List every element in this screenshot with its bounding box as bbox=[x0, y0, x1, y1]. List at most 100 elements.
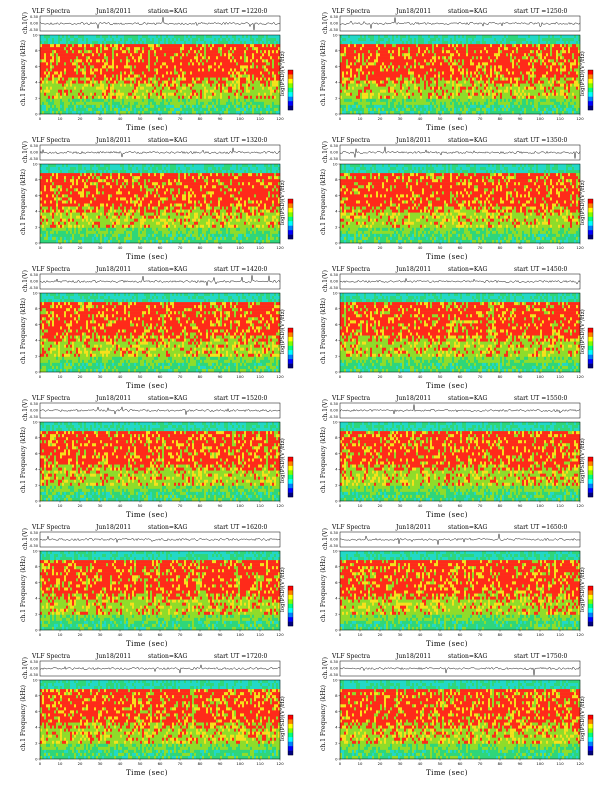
panel-station: station=KAG bbox=[448, 8, 487, 15]
y-tick-label: 0 bbox=[35, 756, 38, 761]
panel-station: station=KAG bbox=[448, 524, 487, 531]
colorbar-segment bbox=[288, 225, 293, 231]
waveform-tick-label: 0.30 bbox=[330, 15, 339, 19]
panel-station: station=KAG bbox=[148, 266, 187, 273]
spectrogram-y-label: ch.1 Frequency (kHz) bbox=[20, 427, 27, 493]
waveform-trace bbox=[39, 406, 281, 415]
colorbar-segment bbox=[288, 230, 293, 235]
waveform-tick-label: -0.30 bbox=[29, 415, 39, 419]
x-tick-label: 40 bbox=[118, 761, 123, 766]
colorbar-frame bbox=[587, 585, 594, 627]
colorbar-segment bbox=[588, 750, 593, 756]
x-tick-label: 0 bbox=[339, 116, 342, 121]
x-tick-label: 90 bbox=[218, 503, 223, 508]
x-tick-label: 90 bbox=[218, 374, 223, 379]
spectrogram-cells bbox=[340, 293, 581, 373]
x-tick-label: 50 bbox=[138, 116, 143, 121]
x-tick-label: 90 bbox=[518, 116, 523, 121]
y-tick-label: 0 bbox=[35, 111, 38, 116]
waveform-tick-label: -0.30 bbox=[29, 673, 39, 677]
x-axis-label: Time (sec) bbox=[126, 640, 168, 648]
y-tick-label: 0 bbox=[335, 240, 338, 245]
waveform-tick-label: 0.00 bbox=[330, 22, 339, 26]
colorbar-frame bbox=[587, 714, 594, 756]
waveform-y-label: ch.1(V) bbox=[22, 399, 29, 421]
panel-date: Jun18/2011 bbox=[396, 137, 431, 144]
x-tick-label: 110 bbox=[256, 632, 264, 637]
panel-date: Jun18/2011 bbox=[396, 266, 431, 273]
colorbar-segment bbox=[288, 92, 293, 97]
spectrogram-cells bbox=[40, 164, 281, 244]
colorbar-segment bbox=[588, 92, 593, 97]
x-tick-label: 10 bbox=[358, 761, 363, 766]
colorbar-label: log(PSD)(V²/Hz) bbox=[280, 180, 286, 225]
y-tick-label: 6 bbox=[35, 64, 38, 69]
panel-title: VLF Spectra bbox=[32, 137, 70, 144]
colorbar-segment bbox=[288, 621, 293, 627]
panel-station: station=KAG bbox=[148, 395, 187, 402]
x-tick-label: 90 bbox=[218, 245, 223, 250]
colorbar-segment bbox=[588, 203, 593, 209]
x-tick-label: 20 bbox=[78, 761, 83, 766]
y-tick-label: 0 bbox=[35, 627, 38, 632]
spectrogram-cells bbox=[40, 35, 281, 115]
waveform-y-label: ch.1(V) bbox=[22, 12, 29, 34]
x-tick-label: 60 bbox=[158, 245, 163, 250]
x-tick-label: 30 bbox=[398, 116, 403, 121]
x-tick-label: 10 bbox=[58, 632, 63, 637]
x-tick-label: 80 bbox=[498, 374, 503, 379]
waveform-tick-label: 0.00 bbox=[30, 667, 39, 671]
spectra-panel: VLF Spectra Jun18/2011 station=KAG start UT… bbox=[8, 524, 298, 649]
x-tick-label: 120 bbox=[276, 245, 284, 250]
spectrogram-cells bbox=[40, 422, 281, 502]
x-tick-label: 80 bbox=[198, 761, 203, 766]
colorbar-segment bbox=[288, 350, 293, 355]
x-tick-label: 50 bbox=[438, 761, 443, 766]
spectrogram-y-label: ch.1 Frequency (kHz) bbox=[320, 40, 327, 106]
x-tick-label: 120 bbox=[276, 503, 284, 508]
waveform-tick-label: 0.30 bbox=[30, 660, 39, 664]
spectrogram-cells bbox=[340, 680, 581, 760]
colorbar-frame bbox=[287, 585, 294, 627]
colorbar-segment bbox=[288, 101, 293, 106]
x-axis-label: Time (sec) bbox=[126, 511, 168, 519]
x-tick-label: 100 bbox=[536, 761, 544, 766]
x-axis-label: Time (sec) bbox=[426, 511, 468, 519]
colorbar-segment bbox=[288, 470, 293, 475]
spectra-panel: VLF Spectra Jun18/2011 station=KAG start UT… bbox=[308, 137, 598, 262]
y-tick-label: 10 bbox=[333, 677, 338, 682]
spectrogram-y-label: ch.1 Frequency (kHz) bbox=[320, 685, 327, 751]
panel-start-time: start UT =1350:0 bbox=[514, 137, 567, 144]
x-tick-label: 110 bbox=[556, 116, 564, 121]
panel-station: station=KAG bbox=[448, 137, 487, 144]
waveform-trace bbox=[39, 535, 280, 544]
colorbar-segment bbox=[588, 741, 593, 747]
waveform-tick-label: -0.30 bbox=[329, 286, 339, 290]
colorbar-segment bbox=[588, 746, 593, 751]
colorbar-segment bbox=[588, 345, 593, 351]
y-tick-label: 10 bbox=[333, 32, 338, 37]
x-axis-label: Time (sec) bbox=[426, 253, 468, 261]
spectrogram-cells bbox=[340, 422, 581, 502]
y-tick-label: 10 bbox=[333, 161, 338, 166]
colorbar-segment bbox=[288, 332, 293, 338]
y-tick-label: 2 bbox=[35, 741, 38, 746]
waveform-trace bbox=[339, 17, 581, 29]
x-tick-label: 10 bbox=[58, 116, 63, 121]
colorbar-segment bbox=[588, 212, 593, 217]
panel-date: Jun18/2011 bbox=[96, 266, 131, 273]
colorbar-segment bbox=[588, 363, 593, 369]
x-tick-label: 100 bbox=[236, 761, 244, 766]
x-tick-label: 30 bbox=[398, 503, 403, 508]
colorbar-segment bbox=[588, 341, 593, 346]
x-tick-label: 70 bbox=[478, 761, 483, 766]
x-tick-label: 80 bbox=[498, 245, 503, 250]
panel-title: VLF Spectra bbox=[332, 653, 370, 660]
waveform-frame bbox=[39, 402, 281, 419]
panel-station: station=KAG bbox=[148, 137, 187, 144]
waveform-tick-label: 0.30 bbox=[30, 15, 39, 19]
y-tick-label: 4 bbox=[335, 80, 338, 85]
spectra-panel: VLF Spectra Jun18/2011 station=KAG start UT… bbox=[308, 395, 598, 520]
